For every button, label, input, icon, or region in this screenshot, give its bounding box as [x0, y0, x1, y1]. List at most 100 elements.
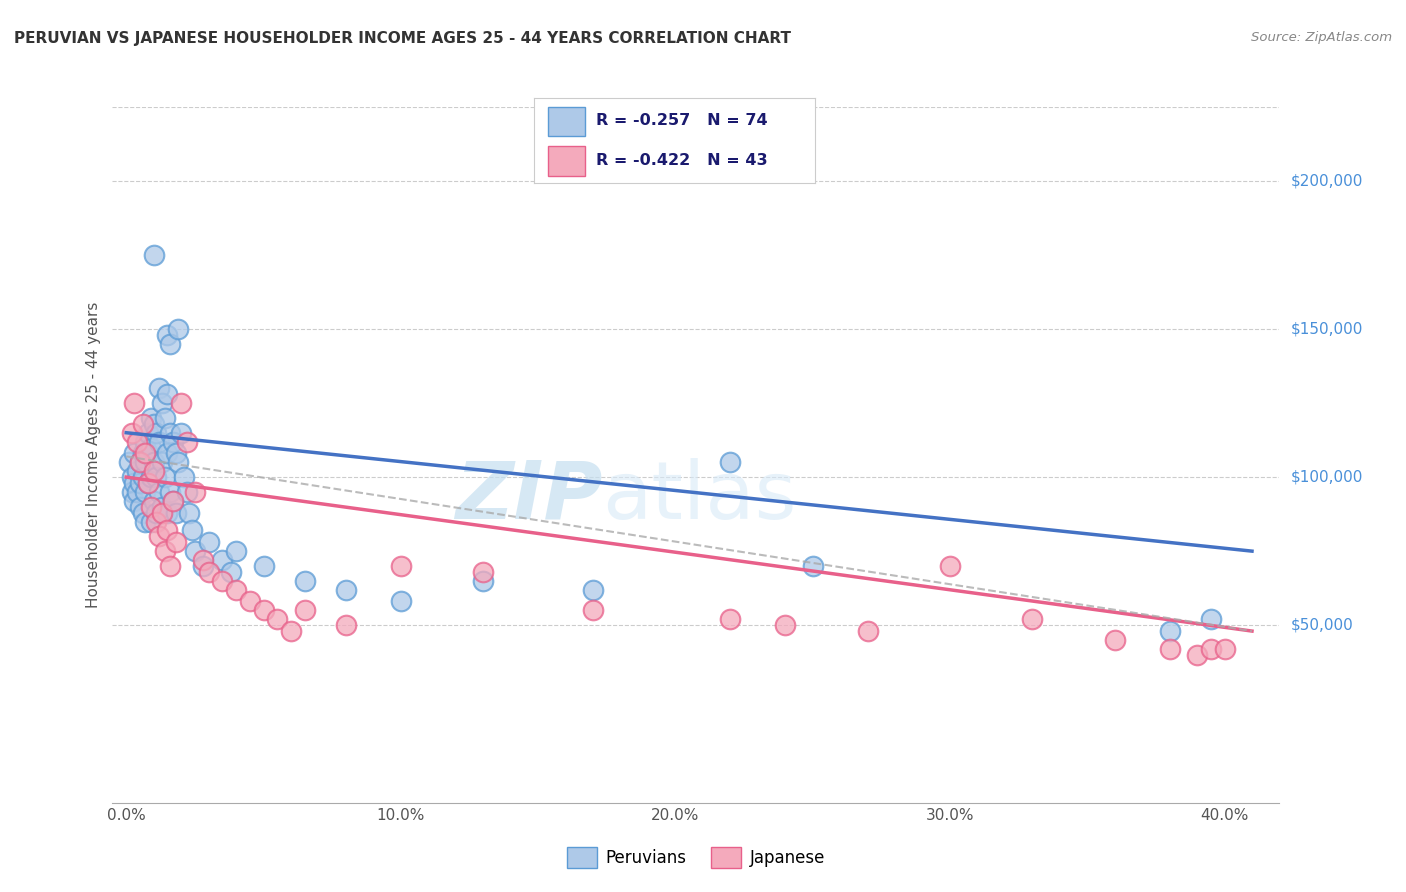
Point — [266, 612, 288, 626]
Point — [150, 396, 173, 410]
Point — [718, 455, 741, 469]
Point — [773, 618, 796, 632]
Point — [211, 553, 233, 567]
Point — [131, 446, 153, 460]
Point — [134, 484, 156, 499]
Text: R = -0.257   N = 74: R = -0.257 N = 74 — [596, 113, 768, 128]
Point — [156, 524, 179, 538]
Point — [472, 565, 495, 579]
Point — [582, 582, 605, 597]
Point — [121, 484, 143, 499]
Point — [134, 455, 156, 469]
Point — [148, 529, 170, 543]
Point — [159, 484, 181, 499]
Point — [1159, 641, 1181, 656]
Point — [129, 455, 152, 469]
Point — [176, 484, 198, 499]
Point — [139, 470, 162, 484]
Text: $50,000: $50,000 — [1291, 617, 1354, 632]
Point — [1185, 648, 1208, 662]
Point — [472, 574, 495, 588]
Point — [389, 558, 412, 573]
Point — [1199, 641, 1222, 656]
Point — [124, 446, 146, 460]
Point — [191, 553, 214, 567]
Text: $200,000: $200,000 — [1291, 174, 1364, 188]
Point — [167, 322, 190, 336]
Point — [252, 558, 274, 573]
Point — [142, 455, 165, 469]
Point — [1199, 612, 1222, 626]
Point — [801, 558, 824, 573]
Point — [184, 484, 207, 499]
Point — [389, 594, 412, 608]
Point — [145, 425, 167, 440]
Point — [131, 506, 153, 520]
Point — [219, 565, 242, 579]
Point — [136, 476, 159, 491]
Point — [156, 446, 179, 460]
Point — [170, 425, 193, 440]
Point — [162, 493, 184, 508]
Point — [145, 470, 167, 484]
Point — [162, 434, 184, 449]
Point — [156, 506, 179, 520]
Point — [142, 248, 165, 262]
Point — [1159, 624, 1181, 638]
Text: ZIP: ZIP — [456, 458, 603, 536]
Point — [129, 455, 152, 469]
Point — [179, 506, 201, 520]
Point — [294, 603, 316, 617]
Point — [145, 515, 167, 529]
Legend: Peruvians, Japanese: Peruvians, Japanese — [560, 841, 832, 874]
Point — [239, 594, 262, 608]
Text: PERUVIAN VS JAPANESE HOUSEHOLDER INCOME AGES 25 - 44 YEARS CORRELATION CHART: PERUVIAN VS JAPANESE HOUSEHOLDER INCOME … — [14, 31, 792, 46]
Point — [153, 544, 176, 558]
Point — [142, 417, 165, 431]
Text: atlas: atlas — [603, 458, 797, 536]
Point — [127, 484, 149, 499]
Point — [335, 582, 357, 597]
Point — [118, 455, 141, 469]
Point — [148, 484, 170, 499]
Point — [939, 558, 962, 573]
Point — [150, 506, 173, 520]
Point — [139, 500, 162, 514]
Point — [156, 328, 179, 343]
Point — [134, 446, 156, 460]
Point — [131, 470, 153, 484]
FancyBboxPatch shape — [548, 146, 585, 176]
Point — [153, 470, 176, 484]
Point — [211, 574, 233, 588]
Point — [136, 446, 159, 460]
Point — [1104, 632, 1126, 647]
Point — [148, 381, 170, 395]
Point — [252, 603, 274, 617]
Point — [170, 396, 193, 410]
Point — [165, 506, 187, 520]
Point — [159, 337, 181, 351]
Point — [121, 425, 143, 440]
Point — [173, 470, 195, 484]
Point — [156, 387, 179, 401]
Point — [165, 535, 187, 549]
Point — [191, 558, 214, 573]
Point — [159, 425, 181, 440]
Text: Source: ZipAtlas.com: Source: ZipAtlas.com — [1251, 31, 1392, 45]
Point — [134, 515, 156, 529]
Text: R = -0.422   N = 43: R = -0.422 N = 43 — [596, 153, 768, 169]
Point — [167, 455, 190, 469]
Point — [225, 582, 247, 597]
Point — [136, 476, 159, 491]
Point — [134, 434, 156, 449]
Point — [139, 411, 162, 425]
Point — [718, 612, 741, 626]
Point — [129, 500, 152, 514]
Point — [121, 470, 143, 484]
Point — [150, 455, 173, 469]
Point — [150, 500, 173, 514]
Point — [127, 434, 149, 449]
Point — [142, 493, 165, 508]
Point — [1021, 612, 1043, 626]
Point — [124, 476, 146, 491]
